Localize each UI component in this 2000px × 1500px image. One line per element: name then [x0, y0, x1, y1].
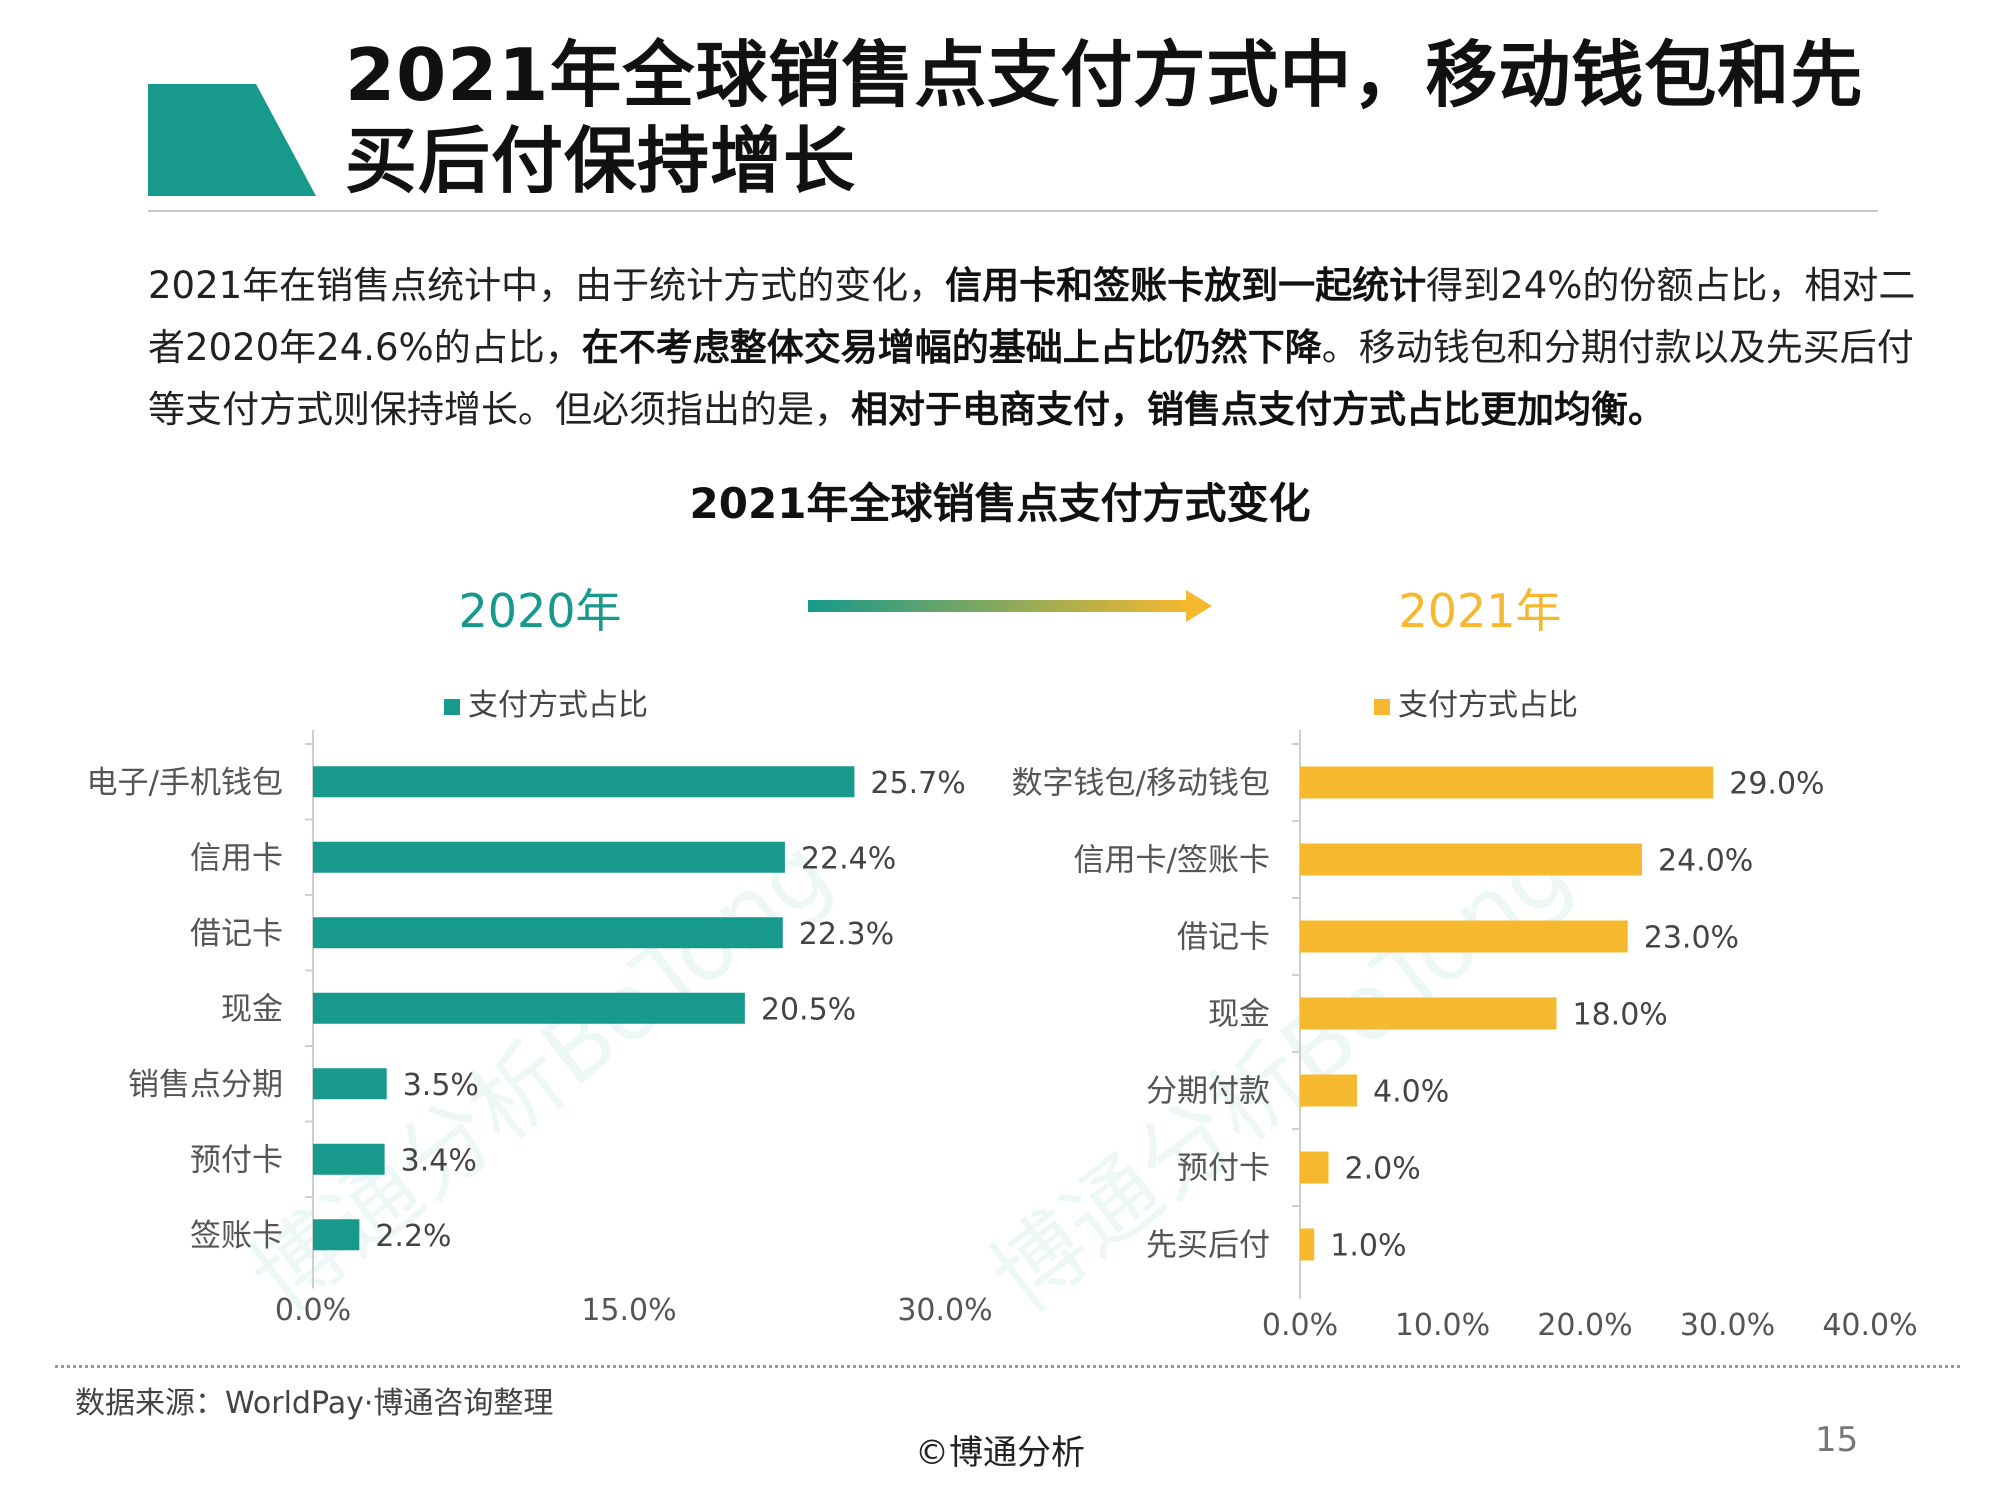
- bar: [1300, 997, 1557, 1030]
- data-label: 1.0%: [1330, 1229, 1406, 1264]
- data-label: 24.0%: [1658, 844, 1753, 879]
- data-label: 18.0%: [1573, 998, 1668, 1033]
- category-label: 分期付款: [1146, 1074, 1270, 1110]
- bar: [1300, 843, 1642, 876]
- bar: [313, 992, 745, 1024]
- bar: [313, 1068, 387, 1100]
- bar: [313, 766, 855, 798]
- data-label: 2.2%: [375, 1219, 451, 1254]
- category-label: 信用卡/签账卡: [1074, 843, 1270, 879]
- year-label-2020: 2020年: [458, 584, 622, 638]
- bar: [313, 841, 785, 873]
- data-label: 22.3%: [799, 917, 894, 952]
- intro-text-3: 。移动钱包和分期付款以及先买后付等支付方式则保持增长。但必须指出的是，: [148, 326, 1914, 431]
- x-tick-label: 0.0%: [1262, 1308, 1338, 1340]
- category-label: 数字钱包/移动钱包: [1012, 766, 1270, 802]
- x-tick-label: 40.0%: [1822, 1308, 1917, 1340]
- data-label: 29.0%: [1729, 767, 1824, 802]
- x-tick-label: 15.0%: [581, 1293, 676, 1328]
- category-label: 预付卡: [1177, 1151, 1270, 1187]
- x-tick-label: 30.0%: [897, 1293, 992, 1328]
- legend-swatch: [1374, 699, 1390, 715]
- copyright-text: ©博通分析: [915, 1433, 1085, 1473]
- category-label: 预付卡: [190, 1142, 283, 1178]
- category-label: 现金: [1208, 997, 1270, 1033]
- bar: [1300, 1228, 1315, 1261]
- bar: [313, 1143, 385, 1175]
- footer-divider: [55, 1365, 1960, 1368]
- bar: [313, 1219, 360, 1251]
- data-label: 4.0%: [1373, 1075, 1449, 1110]
- year-label-2021: 2021年: [1398, 584, 1562, 638]
- data-label: 20.5%: [761, 992, 856, 1027]
- bar: [1300, 766, 1714, 799]
- legend-swatch: [444, 699, 460, 715]
- legend-label: 支付方式占比: [1398, 688, 1578, 723]
- x-tick-label: 30.0%: [1680, 1308, 1775, 1340]
- title-divider: [148, 210, 1878, 212]
- data-label: 25.7%: [870, 766, 965, 801]
- category-label: 借记卡: [1177, 920, 1270, 956]
- slide-title: 2021年全球销售点支付方式中，移动钱包和先买后付保持增长: [345, 33, 1864, 203]
- intro-bold-3: 相对于电商支付，销售点支付方式占比更加均衡。: [851, 388, 1665, 431]
- watermark-text: 博通分析BoTong: [971, 817, 1589, 1333]
- category-label: 现金: [221, 991, 283, 1027]
- category-label: 电子/手机钱包: [87, 765, 283, 801]
- page-number: 15: [1815, 1420, 1859, 1460]
- transition-arrow-icon: [808, 590, 1212, 622]
- data-label: 23.0%: [1644, 921, 1739, 956]
- x-tick-label: 10.0%: [1395, 1308, 1490, 1340]
- category-label: 信用卡: [190, 840, 283, 876]
- legend-label: 支付方式占比: [468, 688, 648, 723]
- data-label: 3.4%: [401, 1143, 477, 1178]
- data-label: 22.4%: [801, 841, 896, 876]
- data-label: 2.0%: [1345, 1152, 1421, 1187]
- category-label: 签账卡: [190, 1218, 283, 1254]
- bar: [313, 917, 783, 949]
- category-label: 借记卡: [190, 916, 283, 952]
- data-label: 3.5%: [403, 1068, 479, 1103]
- x-tick-label: 0.0%: [275, 1293, 351, 1328]
- chart-title: 2021年全球销售点支付方式变化: [689, 479, 1311, 528]
- intro-paragraph: 2021年在销售点统计中，由于统计方式的变化，信用卡和签账卡放到一起统计得到24…: [148, 255, 1938, 441]
- x-tick-label: 20.0%: [1537, 1308, 1632, 1340]
- bar: [1300, 920, 1628, 953]
- intro-bold-2: 在不考虑整体交易增幅的基础上占比仍然下降: [581, 326, 1322, 369]
- bar: [1300, 1074, 1357, 1107]
- intro-text-1: 2021年在销售点统计中，由于统计方式的变化，: [148, 264, 946, 307]
- intro-text-2: 得到24%的份额占比，相对二者2020年24.6%的占比，: [148, 264, 1916, 369]
- title-accent-shape: [148, 84, 316, 196]
- category-label: 销售点分期: [128, 1067, 283, 1103]
- category-label: 先买后付: [1146, 1228, 1270, 1264]
- bar: [1300, 1151, 1329, 1184]
- source-note: 数据来源：WorldPay·博通咨询整理: [75, 1386, 554, 1421]
- intro-bold-1: 信用卡和签账卡放到一起统计: [945, 264, 1427, 307]
